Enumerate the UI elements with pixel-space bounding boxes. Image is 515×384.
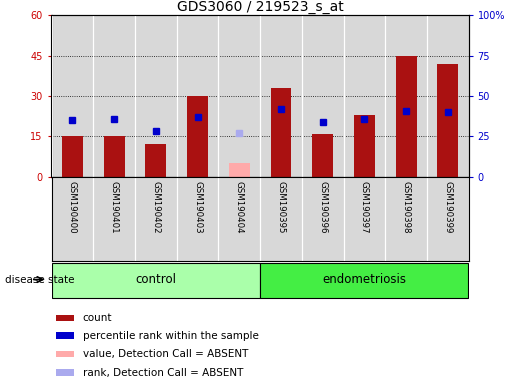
Text: control: control bbox=[135, 273, 176, 286]
Bar bbox=[354, 115, 375, 177]
Text: GSM190402: GSM190402 bbox=[151, 181, 160, 233]
Text: endometriosis: endometriosis bbox=[322, 273, 406, 286]
Bar bbox=[396, 56, 417, 177]
Text: GSM190398: GSM190398 bbox=[402, 181, 410, 233]
Bar bbox=[187, 96, 208, 177]
Bar bbox=[229, 163, 250, 177]
Bar bbox=[62, 136, 83, 177]
Text: GSM190397: GSM190397 bbox=[360, 181, 369, 233]
Text: count: count bbox=[83, 313, 112, 323]
Bar bbox=[56, 333, 75, 339]
FancyBboxPatch shape bbox=[261, 263, 468, 298]
Text: GSM190403: GSM190403 bbox=[193, 181, 202, 233]
Text: value, Detection Call = ABSENT: value, Detection Call = ABSENT bbox=[83, 349, 248, 359]
Text: disease state: disease state bbox=[5, 275, 75, 285]
Text: GSM190400: GSM190400 bbox=[68, 181, 77, 233]
Bar bbox=[270, 88, 291, 177]
FancyBboxPatch shape bbox=[52, 263, 260, 298]
Text: GSM190396: GSM190396 bbox=[318, 181, 327, 233]
Bar bbox=[56, 369, 75, 376]
Text: GSM190404: GSM190404 bbox=[235, 181, 244, 233]
Bar bbox=[104, 136, 125, 177]
Bar bbox=[145, 144, 166, 177]
Text: percentile rank within the sample: percentile rank within the sample bbox=[83, 331, 259, 341]
Bar bbox=[312, 134, 333, 177]
Bar bbox=[56, 351, 75, 358]
Bar bbox=[56, 314, 75, 321]
Text: rank, Detection Call = ABSENT: rank, Detection Call = ABSENT bbox=[83, 368, 243, 378]
Text: GSM190399: GSM190399 bbox=[443, 181, 452, 233]
Text: GSM190395: GSM190395 bbox=[277, 181, 285, 233]
Text: GSM190401: GSM190401 bbox=[110, 181, 118, 233]
Bar bbox=[437, 64, 458, 177]
Title: GDS3060 / 219523_s_at: GDS3060 / 219523_s_at bbox=[177, 0, 344, 14]
